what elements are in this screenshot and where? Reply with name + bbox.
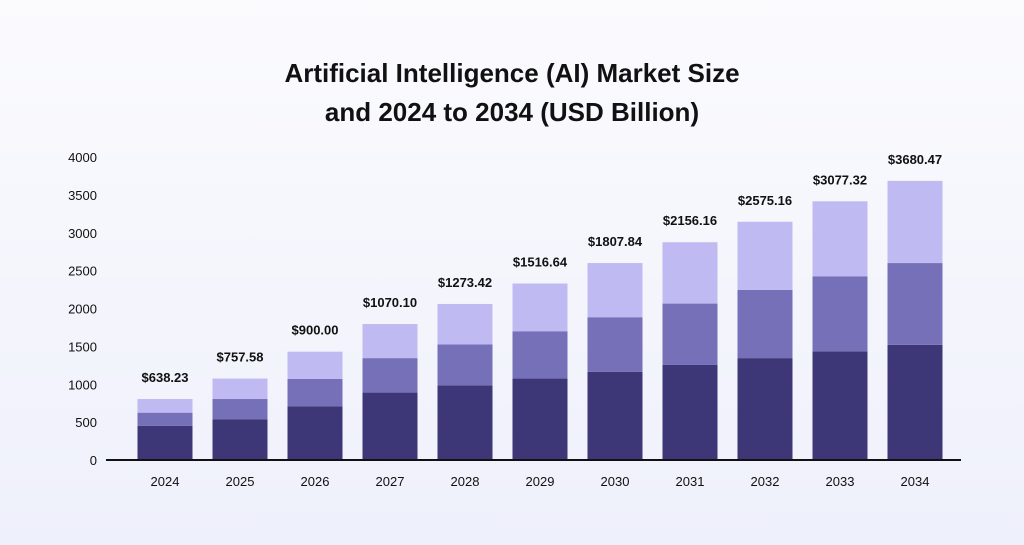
x-tick-label: 2030: [601, 474, 630, 489]
data-label: $1516.64: [513, 255, 568, 270]
bar-segment-1: [287, 406, 343, 460]
bar-segment-1: [812, 351, 868, 460]
bar-segment-2: [887, 263, 943, 345]
bar-segment-3: [737, 221, 793, 290]
y-tick-label: 2000: [68, 302, 97, 317]
bar-segment-2: [137, 412, 193, 426]
data-label: $757.58: [217, 350, 264, 365]
bar-segment-3: [137, 399, 193, 413]
bar-segment-3: [287, 351, 343, 379]
bar-segment-1: [887, 344, 943, 460]
bar-segment-1: [212, 419, 268, 460]
bar-segment-1: [437, 385, 493, 460]
x-tick-label: 2031: [676, 474, 705, 489]
data-label: $3077.32: [813, 172, 867, 187]
bar-segment-3: [662, 242, 718, 304]
x-tick-label: 2027: [376, 474, 405, 489]
bar-segment-1: [662, 364, 718, 460]
bar-segment-3: [587, 263, 643, 318]
x-tick-label: 2029: [526, 474, 555, 489]
data-label: $1807.84: [588, 234, 643, 249]
bar-segment-3: [887, 180, 943, 264]
bar-segment-3: [212, 378, 268, 400]
bar-segment-2: [362, 358, 418, 393]
x-tick-label: 2033: [826, 474, 855, 489]
y-tick-label: 1500: [68, 339, 97, 354]
x-tick-label: 2032: [751, 474, 780, 489]
bar-segment-3: [437, 303, 493, 345]
bar-segment-1: [137, 425, 193, 460]
bar-segment-1: [587, 371, 643, 460]
x-tick-label: 2028: [451, 474, 480, 489]
data-label: $3680.47: [888, 152, 942, 167]
y-tick-label: 2500: [68, 264, 97, 279]
bar-segment-2: [812, 276, 868, 352]
bar-segment-1: [512, 378, 568, 460]
bar-segment-2: [287, 378, 343, 407]
bar-segment-1: [737, 358, 793, 460]
chart-title-line-2: and 2024 to 2034 (USD Billion): [324, 97, 700, 127]
bar-segment-2: [587, 317, 643, 372]
bar-segment-2: [512, 331, 568, 379]
bar-segment-3: [512, 283, 568, 332]
data-label: $638.23: [142, 370, 189, 385]
y-tick-label: 4000: [68, 150, 97, 165]
bar-segment-3: [812, 201, 868, 277]
y-tick-label: 0: [90, 453, 97, 468]
x-tick-label: 2024: [151, 474, 180, 489]
x-tick-label: 2026: [301, 474, 330, 489]
bar-segment-3: [362, 324, 418, 359]
y-tick-label: 3500: [68, 188, 97, 203]
bar-segment-2: [212, 399, 268, 420]
x-tick-label: 2034: [901, 474, 930, 489]
data-label: $1070.10: [363, 295, 417, 310]
data-label: $900.00: [292, 323, 339, 338]
bar-segment-1: [362, 392, 418, 460]
data-label: $2575.16: [738, 193, 792, 208]
bar-segment-2: [662, 303, 718, 365]
bar-segment-2: [437, 344, 493, 386]
x-tick-label: 2025: [226, 474, 255, 489]
y-tick-label: 3000: [68, 226, 97, 241]
y-tick-label: 1000: [68, 377, 97, 392]
chart-title-line-1: Artificial Intelligence (AI) Market Size: [284, 58, 740, 88]
data-label: $1273.42: [438, 275, 492, 290]
y-tick-label: 500: [75, 415, 97, 430]
data-label: $2156.16: [663, 213, 717, 228]
bar-segment-2: [737, 289, 793, 359]
chart-title: Artificial Intelligence (AI) Market Size…: [0, 54, 1024, 132]
